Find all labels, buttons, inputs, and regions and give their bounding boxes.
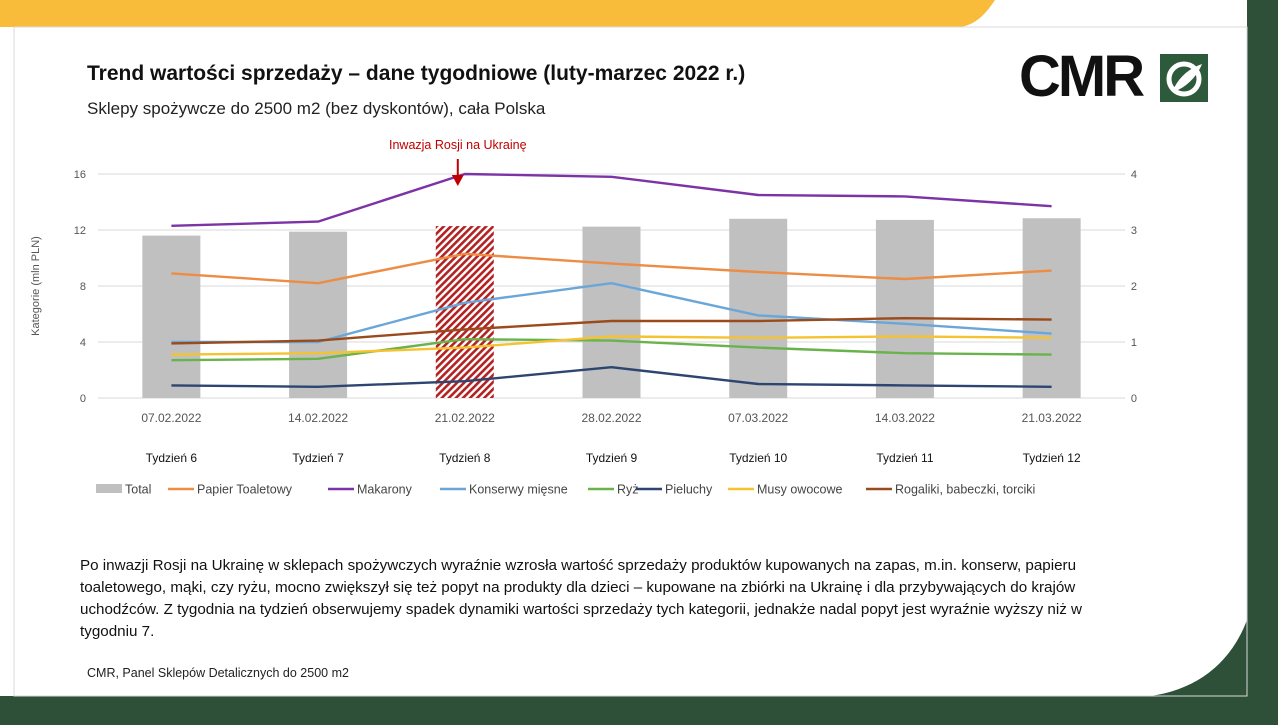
right-axis-tick-label: 4: [1131, 169, 1137, 181]
legend-entry: Musy owocowe: [757, 483, 842, 497]
week-label: Tydzień 6: [146, 451, 198, 465]
total-bar: [435, 226, 494, 398]
series-line: [171, 337, 1052, 362]
legend-entry: Konserwy mięsne: [469, 483, 568, 497]
left-axis-tick-label: 4: [80, 337, 86, 349]
page-title: Trend wartości sprzedaży – dane tygodnio…: [87, 62, 746, 85]
series-line: [171, 335, 1052, 356]
legend-swatch: [96, 484, 122, 493]
x-tick-label: 21.02.2022: [435, 411, 495, 425]
x-tick-label: 07.02.2022: [141, 411, 201, 425]
week-label: Tydzień 11: [876, 451, 933, 465]
legend-entry: Makarony: [357, 483, 413, 497]
x-tick-label: 21.03.2022: [1022, 411, 1082, 425]
logo-text: CMR: [1019, 44, 1145, 109]
total-bar: [142, 235, 201, 398]
right-axis-tick-label: 1: [1131, 337, 1137, 349]
top-accent-bar: [0, 0, 995, 27]
week-label: Tydzień 7: [292, 451, 344, 465]
total-bar: [289, 231, 348, 398]
series-line: [171, 172, 1052, 227]
left-axis-tick-label: 16: [74, 169, 86, 181]
week-label: Tydzień 9: [586, 451, 638, 465]
x-tick-label: 14.02.2022: [288, 411, 348, 425]
total-bar: [582, 226, 641, 398]
series-line: [171, 281, 1052, 344]
series-line: [171, 252, 1052, 285]
week-label: Tydzień 8: [439, 451, 491, 465]
legend-entry: Ryż: [617, 483, 639, 497]
slide-frame: [13, 26, 1248, 697]
right-axis-tick-label: 2: [1131, 281, 1137, 293]
total-bar: [1022, 218, 1081, 398]
left-axis-tick-label: 0: [80, 393, 86, 405]
x-tick-label: 07.03.2022: [728, 411, 788, 425]
invasion-annotation: Inwazja Rosji na Ukrainę: [389, 138, 527, 152]
x-tick-label: 28.02.2022: [581, 411, 641, 425]
cmr-logo: CMR: [1019, 44, 1209, 109]
logo-leaf-icon: [1160, 54, 1208, 102]
total-bar: [729, 218, 788, 398]
annotation-arrow-head: [451, 175, 464, 186]
commentary-paragraph: Po inwazji Rosji na Ukrainę w sklepach s…: [80, 557, 1083, 640]
source-note: CMR, Panel Sklepów Detalicznych do 2500 …: [87, 666, 349, 680]
total-bar: [875, 219, 934, 398]
bottom-green-bar: [0, 620, 1278, 725]
legend-entry: Papier Toaletowy: [197, 483, 293, 497]
page-subtitle: Sklepy spożywcze do 2500 m2 (bez dyskont…: [87, 99, 546, 118]
legend-entry: Total: [125, 483, 151, 497]
right-axis-tick-label: 0: [1131, 393, 1137, 405]
right-axis-tick-label: 3: [1131, 225, 1137, 237]
left-axis-label: Kategorie (mln PLN): [30, 236, 42, 336]
series-line: [171, 365, 1052, 388]
legend-entry: Pieluchy: [665, 483, 713, 497]
series-line: [171, 316, 1052, 345]
week-label: Tydzień 12: [1023, 451, 1081, 465]
x-tick-label: 14.03.2022: [875, 411, 935, 425]
right-green-bar: [1247, 0, 1278, 725]
left-axis-tick-label: 12: [74, 225, 86, 237]
left-axis-tick-label: 8: [80, 281, 86, 293]
week-label: Tydzień 10: [729, 451, 787, 465]
legend-entry: Rogaliki, babeczki, torciki: [895, 483, 1035, 497]
